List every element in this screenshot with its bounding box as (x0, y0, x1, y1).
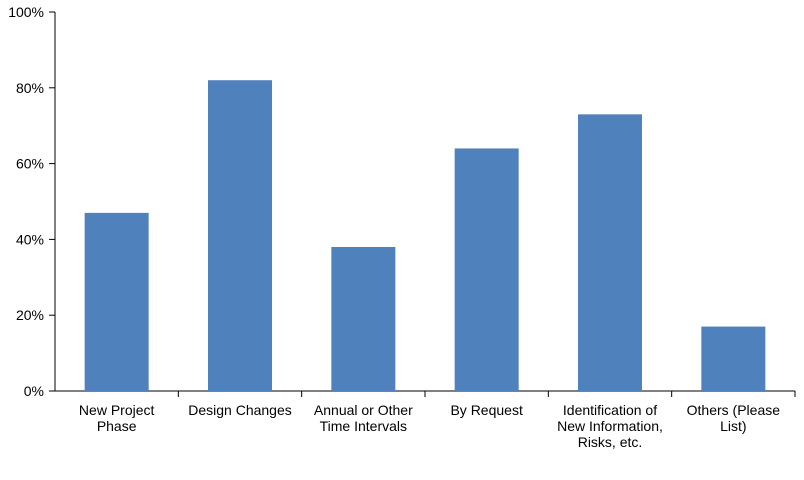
y-axis-ticks: 0% 20% 40% 60% 80% 100% (8, 4, 55, 399)
x-category-label-line: New Information, (557, 418, 663, 434)
x-category-label-line: Others (Please (687, 402, 781, 418)
x-category-label-line: List) (720, 418, 746, 434)
y-tick-label: 40% (16, 231, 44, 247)
x-category-label-line: Design Changes (188, 402, 292, 418)
bar (84, 212, 149, 391)
bar (701, 326, 766, 391)
bars (84, 80, 766, 391)
x-category-label-line: By Request (450, 402, 522, 418)
y-tick-label: 60% (16, 156, 44, 172)
x-category-label-line: Risks, etc. (578, 434, 643, 450)
x-category-label: New Project Phase (79, 402, 155, 434)
x-category-label: Identification of New Information, Risks, … (557, 402, 663, 450)
bar (578, 114, 642, 391)
bar (454, 148, 519, 391)
x-category-label: Others (Please List) (687, 402, 781, 434)
x-category-label-line: Identification of (563, 402, 657, 418)
axes (54, 12, 796, 397)
x-category-label: Design Changes (188, 402, 292, 418)
bar (331, 246, 396, 391)
x-category-label: By Request (450, 402, 522, 418)
y-tick-label: 20% (16, 307, 44, 323)
y-tick-label: 100% (8, 4, 44, 20)
y-tick-label: 80% (16, 80, 44, 96)
bar (208, 80, 272, 391)
x-category-label-line: Annual or Other (314, 402, 413, 418)
x-category-label-line: Phase (97, 418, 137, 434)
x-category-label-line: New Project (79, 402, 155, 418)
x-category-label: Annual or Other Time Intervals (314, 402, 413, 434)
x-category-label-line: Time Intervals (320, 418, 407, 434)
x-axis-labels: New Project Phase Design Changes Annual or … (79, 402, 780, 450)
y-tick-label: 0% (24, 383, 44, 399)
